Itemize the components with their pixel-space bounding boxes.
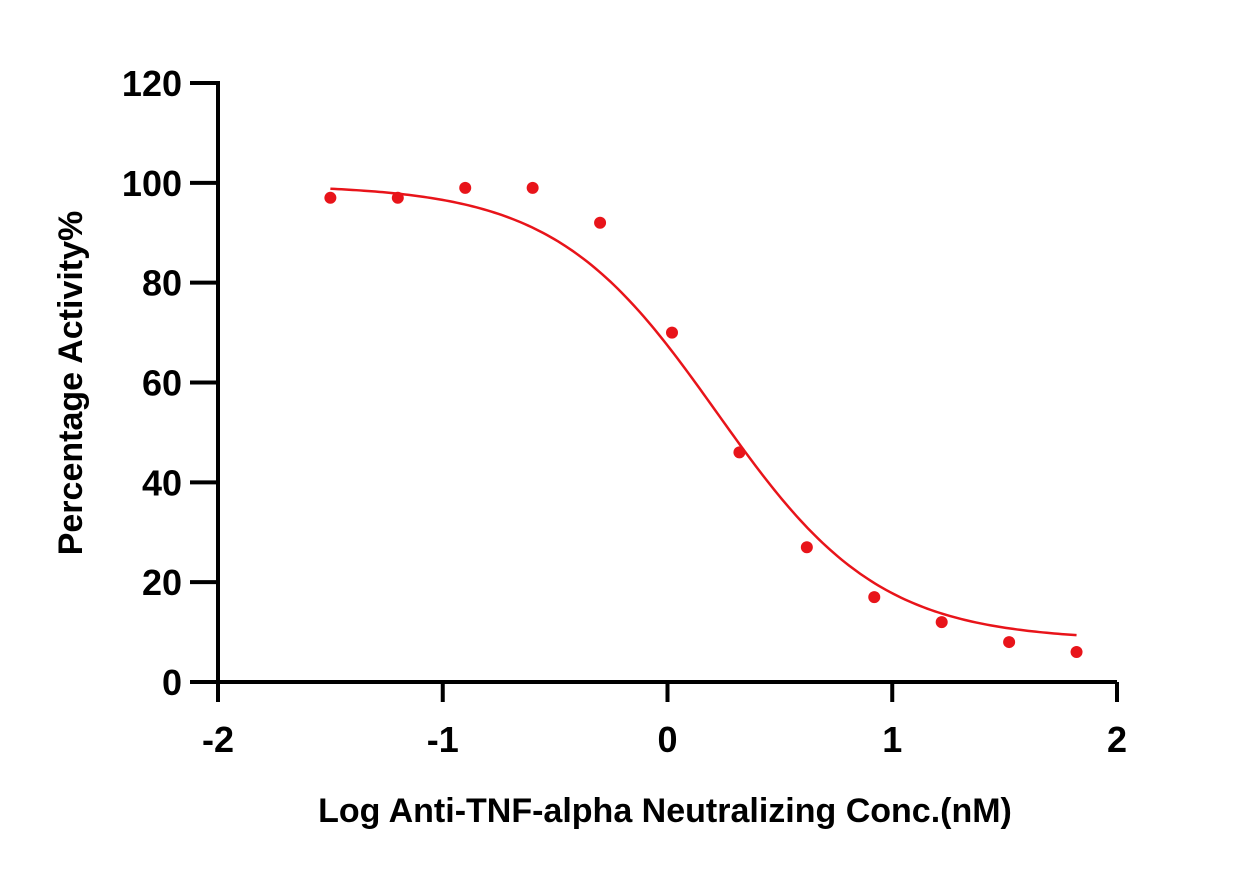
data-point bbox=[733, 446, 746, 459]
y-tick-label: 100 bbox=[122, 163, 182, 204]
data-point bbox=[459, 181, 472, 194]
y-tick-label: 120 bbox=[122, 63, 182, 104]
y-tick-label: 40 bbox=[142, 462, 182, 503]
data-point bbox=[1070, 646, 1083, 659]
x-axis-title: Log Anti-TNF-alpha Neutralizing Conc.(nM… bbox=[318, 792, 1012, 830]
x-tick-label: -2 bbox=[202, 719, 234, 760]
data-point bbox=[665, 326, 678, 339]
y-tick-label: 20 bbox=[142, 562, 182, 603]
x-tick-label: 0 bbox=[657, 719, 677, 760]
x-ticks: -2 -1 0 1 2 bbox=[202, 682, 1127, 760]
y-ticks: 0 20 40 60 80 100 120 bbox=[122, 63, 218, 703]
axes-layer: -2 -1 0 1 2 0 20 40 60 80 100 120 bbox=[122, 63, 1127, 760]
x-tick-label: -1 bbox=[427, 719, 459, 760]
data-point bbox=[868, 591, 881, 604]
data-point bbox=[1003, 636, 1016, 649]
fit-curve bbox=[330, 187, 1077, 637]
x-tick-label: 2 bbox=[1107, 719, 1127, 760]
data-point bbox=[594, 216, 607, 229]
y-tick-label: 0 bbox=[162, 662, 182, 703]
data-point bbox=[800, 541, 813, 554]
y-axis-title: Percentage Activity% bbox=[52, 211, 90, 556]
data-point bbox=[391, 191, 404, 204]
data-point bbox=[324, 191, 337, 204]
data-points-layer bbox=[324, 181, 1083, 659]
data-point bbox=[526, 181, 539, 194]
fit-curve-layer bbox=[330, 187, 1077, 637]
y-tick-label: 60 bbox=[142, 363, 182, 404]
y-tick-label: 80 bbox=[142, 263, 182, 304]
x-tick-label: 1 bbox=[882, 719, 902, 760]
data-point bbox=[935, 616, 948, 629]
